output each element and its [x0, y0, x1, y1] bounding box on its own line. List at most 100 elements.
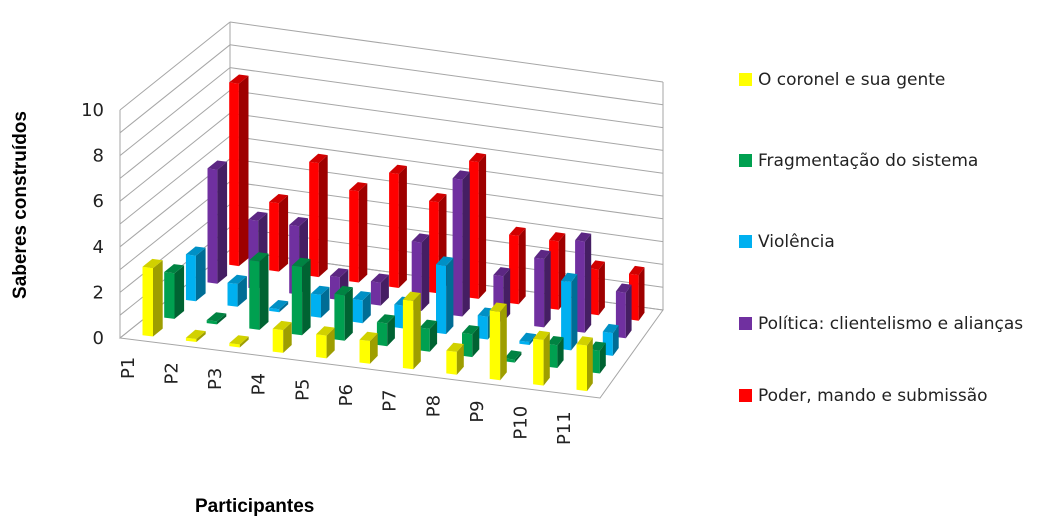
- side-wall-gridline: [119, 21, 231, 111]
- bar-side-face: [362, 292, 371, 324]
- bar-front-face: [533, 338, 544, 386]
- x-tick-label: P1: [118, 357, 139, 379]
- bar-side-face: [456, 344, 464, 375]
- bar-top-face: [269, 194, 289, 204]
- chart-bars: [142, 74, 645, 392]
- bar-P1-s2: [185, 246, 206, 302]
- bar-P9-s0: [489, 302, 507, 381]
- bar-top-face: [207, 160, 228, 170]
- bar-front-face: [504, 358, 515, 363]
- bar-P5-s1: [334, 285, 353, 341]
- y-axis-label: Saberes construídos: [10, 111, 31, 299]
- bar-front-face: [509, 234, 519, 305]
- bar-top-face: [411, 233, 430, 243]
- legend-swatch-violencia: [739, 235, 752, 248]
- y-tick-label: 8: [93, 146, 104, 167]
- bar-side-face: [446, 257, 454, 335]
- bar-front-face: [419, 327, 430, 352]
- legend-label-fragmentacao: Fragmentação do sistema: [758, 151, 979, 171]
- y-tick-label: 4: [93, 237, 104, 258]
- legend-item-poder: Poder, mando e submissão: [739, 384, 1028, 408]
- bar-front-face: [310, 293, 321, 318]
- y-tick-label: 6: [93, 191, 104, 212]
- bar-top-face: [576, 336, 593, 346]
- bar-P2-s0: [185, 329, 206, 342]
- bar-P1-s3: [207, 160, 228, 284]
- bar-side-face: [279, 301, 289, 313]
- x-tick-label: P2: [161, 362, 182, 384]
- bar-P3-s0: [229, 335, 249, 348]
- bar-front-face: [561, 280, 572, 351]
- bar-side-face: [217, 161, 228, 284]
- bar-side-face: [326, 327, 335, 359]
- bar-side-face: [599, 342, 606, 374]
- bar-top-face: [534, 249, 551, 259]
- bar-P3-s1: [249, 252, 269, 330]
- bar-top-face: [227, 274, 247, 284]
- bar-front-face: [349, 190, 359, 283]
- bar-top-face: [629, 265, 645, 276]
- bar-side-face: [283, 322, 292, 353]
- bar-front-face: [376, 322, 388, 347]
- bar-front-face: [549, 240, 559, 310]
- side-wall-gridline: [119, 135, 231, 225]
- bar-side-face: [370, 333, 378, 364]
- x-tick-label: P9: [467, 400, 488, 422]
- chart-grid: [118, 21, 664, 399]
- bar-side-face: [478, 154, 487, 299]
- bar-front-face: [206, 320, 217, 325]
- bar-top-face: [310, 285, 330, 295]
- bar-top-face: [142, 258, 163, 269]
- bar-side-face: [529, 334, 537, 345]
- bar-front-face: [389, 172, 399, 288]
- bar-front-face: [575, 240, 585, 333]
- bar-top-face: [402, 291, 421, 301]
- bar-top-face: [493, 267, 511, 277]
- bar-front-face: [452, 178, 463, 317]
- legend-item-fragmentacao: Fragmentação do sistema: [739, 149, 1028, 173]
- legend-label-poder: Poder, mando e submissão: [758, 386, 988, 406]
- legend-label-coronel: O coronel e sua gente: [758, 70, 946, 90]
- side-wall-gridline: [119, 90, 231, 179]
- bar-side-face: [318, 155, 328, 278]
- back-wall-gridline: [229, 112, 664, 174]
- bar-side-face: [612, 325, 619, 356]
- legend-item-politica: Política: clientelismo e alianças: [739, 312, 1028, 336]
- bar-side-face: [321, 287, 330, 318]
- bar-top-face: [316, 326, 335, 336]
- bar-P4-s2: [310, 285, 330, 318]
- bar-top-face: [509, 226, 526, 236]
- bar-P1-s1: [164, 264, 185, 319]
- bar-front-face: [519, 340, 530, 345]
- bar-top-face: [602, 323, 619, 334]
- side-wall-gridline: [119, 112, 231, 202]
- bar-front-face: [402, 299, 414, 370]
- bar-P8-s4: [509, 226, 526, 305]
- legend-swatch-coronel: [739, 73, 752, 86]
- x-tick-label: P8: [423, 395, 444, 417]
- bar-front-face: [249, 260, 260, 330]
- bar-side-face: [196, 331, 206, 342]
- y-tick-label: 0: [93, 328, 104, 349]
- bar-front-face: [291, 265, 303, 336]
- bar-P7-s3: [452, 170, 470, 317]
- back-wall-gridline: [229, 135, 664, 197]
- bar-side-face: [462, 171, 470, 317]
- x-axis-label: Participantes: [195, 496, 315, 517]
- bar-top-face: [185, 329, 206, 339]
- bar-top-face: [429, 193, 447, 203]
- bar-top-face: [589, 260, 605, 270]
- bar-P7-s2: [436, 256, 454, 335]
- bar-top-face: [349, 182, 368, 192]
- back-wall-gridline: [229, 21, 664, 83]
- bar-side-face: [500, 303, 507, 381]
- bar-front-face: [316, 334, 327, 359]
- bar-side-face: [429, 321, 438, 352]
- bar-P5-s0: [316, 326, 335, 359]
- bar-side-face: [421, 234, 430, 311]
- legend-label-violencia: Violência: [758, 232, 835, 252]
- bar-top-face: [185, 246, 206, 256]
- bar-front-face: [269, 201, 279, 272]
- bar-top-face: [589, 341, 606, 351]
- legend-label-politica: Política: clientelismo e alianças: [758, 314, 1024, 334]
